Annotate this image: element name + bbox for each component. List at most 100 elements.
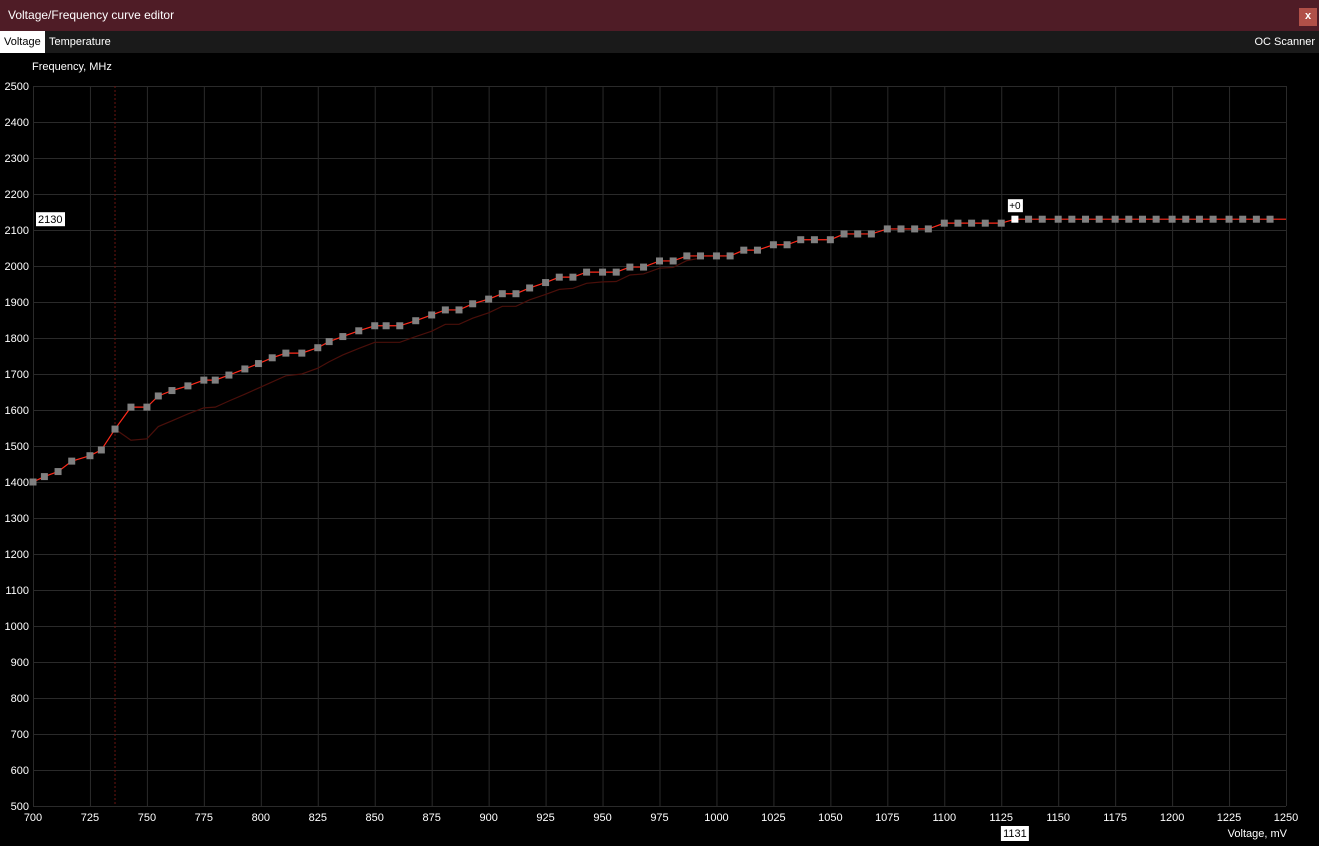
curve-point[interactable] — [683, 252, 691, 260]
curve-point[interactable] — [1038, 215, 1046, 223]
curve-point[interactable] — [612, 268, 620, 276]
curve-point[interactable] — [542, 279, 550, 287]
x-tick-label: 1250 — [1274, 812, 1298, 824]
tab-voltage[interactable]: Voltage — [0, 31, 45, 53]
curve-point[interactable] — [111, 425, 119, 433]
curve-point[interactable] — [1125, 215, 1133, 223]
curve-point[interactable] — [485, 295, 493, 303]
curve-point[interactable] — [883, 225, 891, 233]
curve-point[interactable] — [583, 268, 591, 276]
curve-point[interactable] — [753, 246, 761, 254]
curve-point[interactable] — [981, 219, 989, 227]
curve-point[interactable] — [1068, 215, 1076, 223]
y-tick-label: 1800 — [5, 333, 29, 345]
curve-point[interactable] — [783, 241, 791, 249]
curve-point[interactable] — [1182, 215, 1190, 223]
curve-point[interactable] — [154, 392, 162, 400]
curve-point[interactable] — [29, 478, 37, 486]
curve-point[interactable] — [599, 268, 607, 276]
curve-point[interactable] — [68, 457, 76, 465]
curve-point[interactable] — [712, 252, 720, 260]
curve-point[interactable] — [940, 219, 948, 227]
curve-point[interactable] — [1025, 215, 1033, 223]
curve-point[interactable] — [954, 219, 962, 227]
curve-point[interactable] — [526, 284, 534, 292]
curve-point[interactable] — [669, 257, 677, 265]
tab-temperature[interactable]: Temperature — [49, 36, 111, 48]
curve-point[interactable] — [355, 327, 363, 335]
curve-point[interactable] — [1252, 215, 1260, 223]
curve-point[interactable] — [54, 468, 62, 476]
curve-point[interactable] — [314, 344, 322, 352]
selected-curve-point[interactable] — [1011, 215, 1019, 223]
curve-point[interactable] — [1152, 215, 1160, 223]
x-tick-label: 1025 — [761, 812, 785, 824]
curve-point[interactable] — [298, 349, 306, 357]
curve-point[interactable] — [168, 387, 176, 395]
curve-point[interactable] — [255, 360, 263, 368]
close-button[interactable]: x — [1299, 8, 1317, 26]
curve-point[interactable] — [840, 230, 848, 238]
curve-point[interactable] — [867, 230, 875, 238]
curve-point[interactable] — [200, 376, 208, 384]
oc-scanner-button[interactable]: OC Scanner — [1254, 36, 1315, 48]
curve-point[interactable] — [127, 403, 135, 411]
curve-point[interactable] — [498, 290, 506, 298]
y-tick-label: 1100 — [5, 585, 29, 597]
curve-point[interactable] — [826, 236, 834, 244]
curve-point[interactable] — [184, 382, 192, 390]
curve-point[interactable] — [924, 225, 932, 233]
curve-point[interactable] — [455, 306, 463, 314]
curve-point[interactable] — [1195, 215, 1203, 223]
curve-point[interactable] — [968, 219, 976, 227]
curve-point[interactable] — [469, 300, 477, 308]
curve-point[interactable] — [697, 252, 705, 260]
curve-point[interactable] — [1095, 215, 1103, 223]
curve-point[interactable] — [382, 322, 390, 330]
x-tick-label: 850 — [366, 812, 384, 824]
curve-point[interactable] — [143, 403, 151, 411]
y-tick-label: 1300 — [5, 513, 29, 525]
curve-point[interactable] — [1054, 215, 1062, 223]
curve-point[interactable] — [854, 230, 862, 238]
curve-point[interactable] — [40, 473, 48, 481]
curve-point[interactable] — [268, 354, 276, 362]
curve-point[interactable] — [640, 263, 648, 271]
curve-point[interactable] — [241, 365, 249, 373]
curve-point[interactable] — [626, 263, 634, 271]
curve-point[interactable] — [569, 273, 577, 281]
curve-point[interactable] — [211, 376, 219, 384]
curve-point[interactable] — [911, 225, 919, 233]
curve-point[interactable] — [1111, 215, 1119, 223]
curve-point[interactable] — [225, 371, 233, 379]
x-tick-label: 875 — [423, 812, 441, 824]
curve-point[interactable] — [1266, 215, 1274, 223]
curve-point[interactable] — [726, 252, 734, 260]
curve-point[interactable] — [97, 446, 105, 454]
curve-point[interactable] — [339, 333, 347, 341]
curve-point[interactable] — [555, 273, 563, 281]
curve-point[interactable] — [1209, 215, 1217, 223]
curve-point[interactable] — [86, 452, 94, 460]
curve-point[interactable] — [412, 317, 420, 325]
curve-point[interactable] — [810, 236, 818, 244]
curve-point[interactable] — [740, 246, 748, 254]
curve-point[interactable] — [797, 236, 805, 244]
curve-point[interactable] — [1168, 215, 1176, 223]
curve-point[interactable] — [325, 338, 333, 346]
curve-point[interactable] — [396, 322, 404, 330]
curve-point[interactable] — [512, 290, 520, 298]
curve-point[interactable] — [656, 257, 663, 265]
curve-point[interactable] — [428, 311, 436, 319]
curve-point[interactable] — [1082, 215, 1090, 223]
curve-point[interactable] — [1138, 215, 1146, 223]
curve-point[interactable] — [997, 219, 1005, 227]
curve-point[interactable] — [441, 306, 449, 314]
curve-point[interactable] — [897, 225, 905, 233]
curve-point[interactable] — [1239, 215, 1247, 223]
curve-point[interactable] — [769, 241, 777, 249]
curve-point[interactable] — [371, 322, 379, 330]
curve-point[interactable] — [1225, 215, 1233, 223]
curve-point[interactable] — [282, 349, 290, 357]
